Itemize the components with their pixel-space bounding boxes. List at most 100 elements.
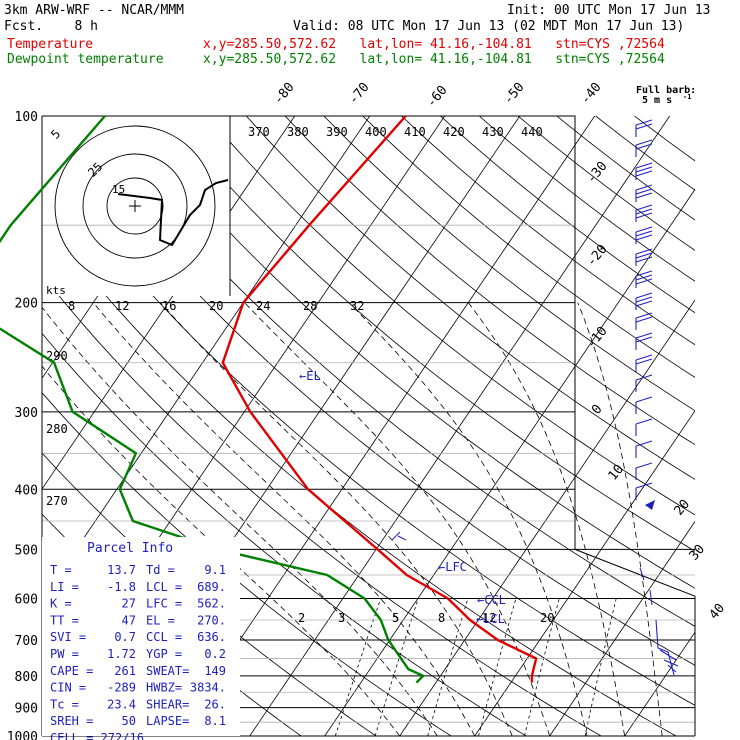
parcel-value: 13.7 bbox=[107, 563, 136, 577]
sounding-traces bbox=[0, 115, 538, 684]
parcel-value: 1.72 bbox=[107, 647, 136, 661]
theta-label: 420 bbox=[443, 125, 465, 139]
parcel-value: -1.8 bbox=[107, 580, 136, 594]
parcel-label: SHEAR= bbox=[146, 697, 189, 711]
parcel-label: Td = bbox=[146, 563, 175, 577]
parcel-title: Parcel Info bbox=[87, 541, 173, 556]
annotations: ←EL ←LFC ←CCL ←LCL bbox=[299, 369, 506, 626]
theta-label: 280 bbox=[46, 422, 68, 436]
parcel-label: TT = bbox=[50, 613, 79, 627]
wind-barb bbox=[635, 139, 653, 157]
hodograph-speed-label: 12 bbox=[115, 299, 129, 313]
hodograph-speed-label: 8 bbox=[68, 299, 75, 313]
isotherm bbox=[624, 631, 695, 736]
wind-barb bbox=[635, 204, 653, 222]
parcel-marker bbox=[391, 531, 407, 541]
parcel-value: 8.1 bbox=[204, 714, 226, 728]
isotherm-label: -40 bbox=[578, 80, 605, 108]
hodograph-ring bbox=[106, 177, 164, 235]
isotherm-label: -70 bbox=[346, 80, 373, 108]
lcl-annotation: ←LCL bbox=[476, 612, 505, 626]
parcel-label: SREH = bbox=[50, 714, 93, 728]
temperature-legend: Temperature bbox=[7, 37, 94, 52]
moist-adiabat bbox=[160, 302, 513, 736]
theta-label: 440 bbox=[521, 125, 543, 139]
pressure-label: 800 bbox=[15, 670, 38, 685]
dewpoint-trace bbox=[0, 115, 425, 684]
full-barb-exponent: -1 bbox=[683, 93, 691, 101]
isotherm-label: -30 bbox=[584, 159, 611, 187]
parcel-label: YGP = bbox=[146, 647, 182, 661]
parcel-value: 27 bbox=[122, 597, 136, 611]
wind-barb bbox=[645, 500, 655, 510]
isotherm bbox=[549, 520, 695, 736]
isotherm-label: 0 bbox=[589, 402, 606, 418]
isotherm-label: -20 bbox=[584, 242, 611, 270]
parcel-label: T = bbox=[50, 563, 72, 577]
moist-adiabat bbox=[244, 302, 551, 736]
theta-label: 390 bbox=[326, 125, 348, 139]
parcel-label: PW = bbox=[50, 647, 79, 661]
parcel-value: 636. bbox=[197, 630, 226, 644]
dry-adiabat bbox=[595, 116, 695, 191]
parcel-value: 149 bbox=[204, 664, 226, 678]
parcel-value: 23.4 bbox=[107, 697, 136, 711]
dewpoint-location: x,y=285.50,572.62 lat,lon= 41.16,-104.81… bbox=[203, 52, 665, 67]
lfc-annotation: ←LFC bbox=[438, 560, 467, 574]
parcel-label: CCL = bbox=[146, 630, 182, 644]
parcel-value: 0.7 bbox=[114, 630, 136, 644]
isotherm-label: 20 bbox=[672, 497, 694, 519]
right-boundary bbox=[42, 115, 696, 736]
parcel-value: 0.2 bbox=[204, 647, 226, 661]
parcel-label: SWEAT= bbox=[146, 664, 189, 678]
wind-barbs: Full barb:5 m s -1 bbox=[635, 85, 696, 676]
parcel-label: Tc = bbox=[50, 697, 79, 711]
mixing-ratio-label: 8 bbox=[438, 611, 445, 625]
mixing-ratio-label: 3 bbox=[338, 611, 345, 625]
init-time: Init: 00 UTC Mon 17 Jun 13 bbox=[507, 3, 711, 18]
wind-barb bbox=[635, 312, 653, 330]
theta-label: 400 bbox=[365, 125, 387, 139]
wind-barb bbox=[635, 354, 653, 372]
pressure-label: 400 bbox=[15, 483, 38, 498]
parcel-label: LCL = bbox=[146, 580, 182, 594]
wind-barb bbox=[635, 482, 653, 500]
hodograph-speed-label: 28 bbox=[303, 299, 317, 313]
el-annotation: ←EL bbox=[299, 369, 321, 383]
pressure-label: 100 bbox=[15, 110, 38, 125]
wind-barb bbox=[635, 292, 653, 310]
parcel-label: LI = bbox=[50, 580, 79, 594]
wind-barb bbox=[635, 396, 653, 414]
mixing-ratio-label: 2 bbox=[298, 611, 305, 625]
model-title: 3km ARW-WRF -- NCAR/MMM bbox=[4, 3, 185, 18]
parcel-label: EL = bbox=[146, 613, 175, 627]
parcel-label: LAPSE= bbox=[146, 714, 189, 728]
valid-time: Valid: 08 UTC Mon 17 Jun 13 (02 MDT Mon … bbox=[293, 19, 685, 34]
pressure-label: 600 bbox=[15, 592, 38, 607]
isotherm bbox=[42, 116, 371, 601]
pressure-label: 700 bbox=[15, 634, 38, 649]
wind-barb bbox=[635, 418, 653, 436]
parcel-value: 562. bbox=[197, 597, 226, 611]
parcel-value: 26. bbox=[204, 697, 226, 711]
mixing-ratio-line bbox=[334, 598, 382, 736]
dry-adiabat bbox=[556, 116, 695, 221]
theta-label: 290 bbox=[46, 349, 68, 363]
parcel-info-box: Parcel Info T = 13.7 Td = 9.1 LI = -1.8 LCL = 68… bbox=[42, 537, 240, 740]
isotherm-label: 30 bbox=[687, 542, 709, 564]
wind-barb bbox=[635, 374, 653, 392]
isotherm-label: -50 bbox=[501, 80, 528, 108]
mixing-ratio-line bbox=[584, 598, 617, 736]
isotherm bbox=[174, 116, 596, 736]
parcel-box bbox=[42, 537, 240, 736]
parcel-value: 689. bbox=[197, 580, 226, 594]
wind-barb bbox=[635, 462, 653, 480]
theta-label: 410 bbox=[404, 125, 426, 139]
hodograph-ring bbox=[82, 153, 188, 259]
wind-barb bbox=[635, 184, 653, 202]
theta-label: 370 bbox=[248, 125, 270, 139]
parcel-label: K = bbox=[50, 597, 72, 611]
temperature-location: x,y=285.50,572.62 lat,lon= 41.16,-104.81… bbox=[203, 37, 665, 52]
wind-barb bbox=[635, 119, 653, 137]
